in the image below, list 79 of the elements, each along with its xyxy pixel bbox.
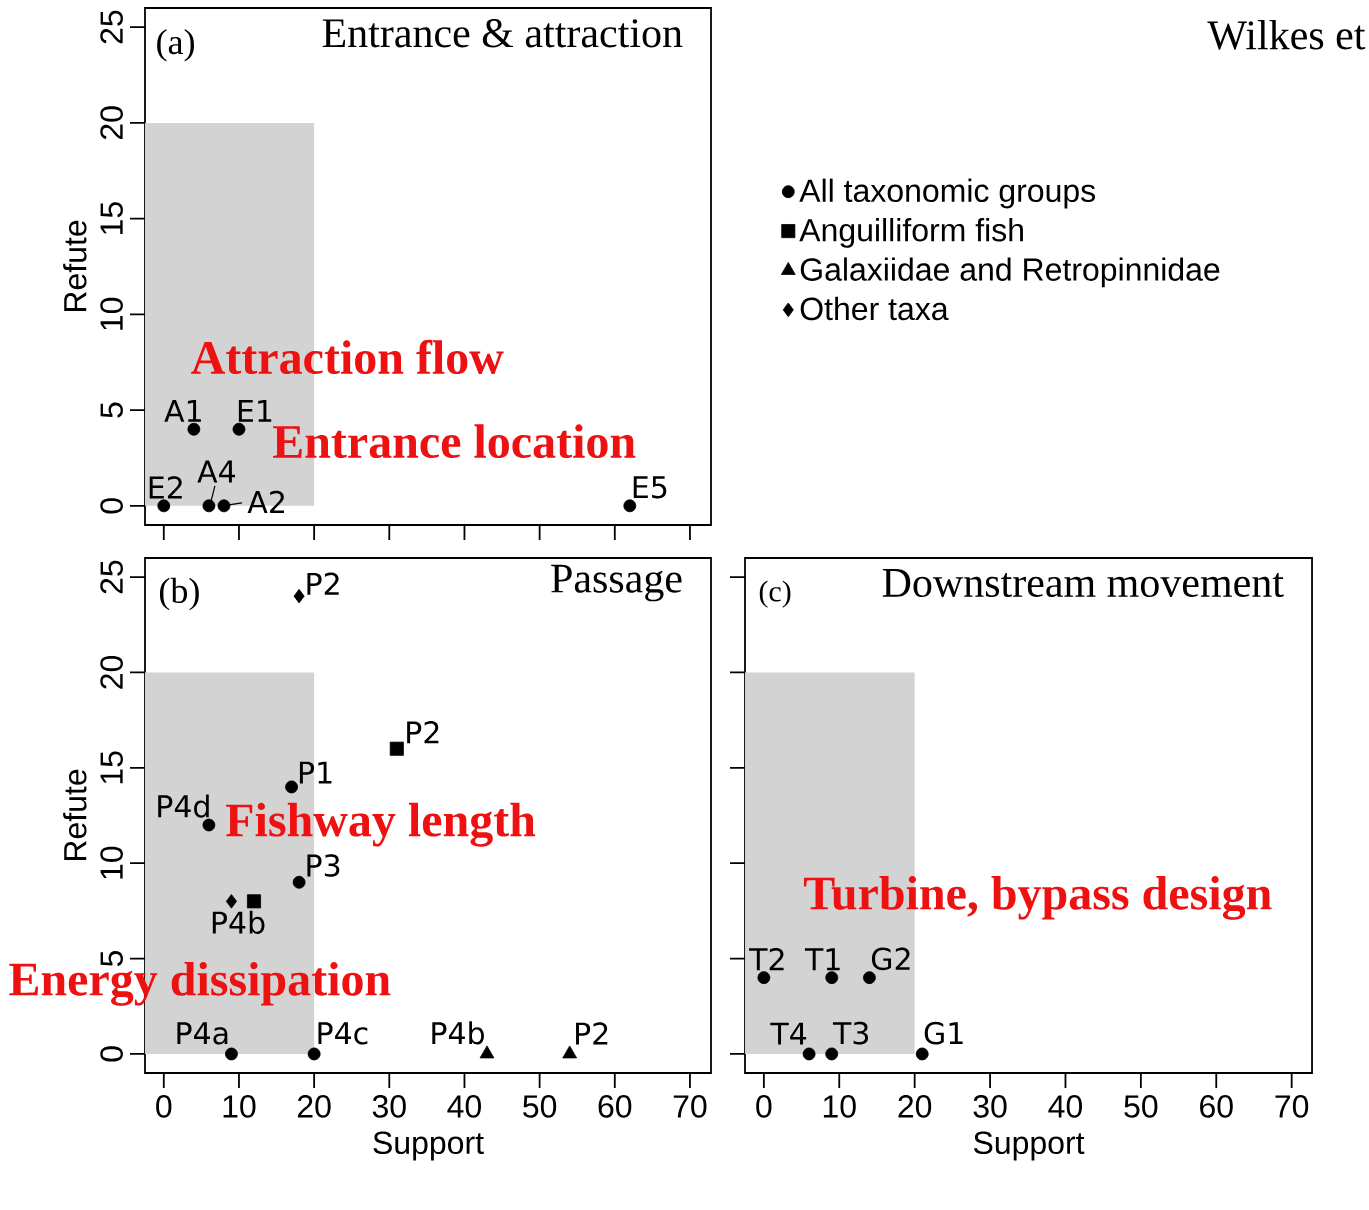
x-tick-label: 30: [973, 1095, 1007, 1118]
annotation: P4a: [177, 1022, 228, 1045]
annotation: (b): [159, 577, 199, 611]
x-tick-label: 10: [223, 1095, 256, 1118]
annotation: P4b: [212, 910, 265, 934]
point: [292, 875, 306, 889]
y-tick-label: 25: [100, 560, 123, 594]
annotation: P4c: [318, 1022, 368, 1045]
annotation: P2: [307, 572, 339, 595]
point: [247, 894, 261, 909]
chart-title: Passage: [551, 564, 682, 602]
annotation: P4d: [158, 794, 209, 818]
x-tick-label: 0: [156, 1095, 172, 1118]
annotation: T1: [804, 948, 840, 971]
annotation: A2: [247, 490, 284, 513]
annotation: E2: [149, 476, 182, 499]
annotation: P2: [576, 1022, 608, 1045]
x-tick-label: 50: [1124, 1095, 1158, 1118]
chart-title: Downstream movement: [882, 569, 1284, 598]
x-tick-label: 10: [823, 1095, 856, 1118]
point: [293, 588, 305, 604]
point: [202, 818, 216, 832]
x-axis-title: Support: [973, 1131, 1085, 1161]
y-axis-title: Refute: [63, 220, 87, 311]
y-axis-title: Refute: [63, 769, 87, 861]
y-tick-label: 0: [100, 498, 123, 514]
point: [307, 1047, 321, 1061]
annotation: E1: [238, 399, 272, 422]
point: [225, 1047, 238, 1061]
annotation: Turbine, bypass design: [804, 875, 1272, 920]
annotation: (c): [759, 580, 791, 608]
annotation: P3: [307, 854, 340, 877]
annotation: T3: [832, 1021, 869, 1045]
annotation: (a): [157, 28, 194, 62]
x-axis-title: Support: [373, 1131, 484, 1161]
annotation: P1: [299, 761, 332, 784]
annotation: E5: [633, 476, 667, 499]
x-tick-label: 70: [1275, 1095, 1309, 1118]
legend-label: Other taxa: [800, 296, 949, 321]
x-tick-label: 60: [598, 1095, 632, 1118]
legend-label: Galaxiidae and Retropinnidae: [800, 257, 1220, 288]
legend-label: Anguilliform fish: [799, 218, 1023, 248]
annotation: T2: [749, 947, 784, 971]
point: [389, 741, 404, 756]
annotation: Entrance location: [273, 424, 636, 459]
y-tick-label: 5: [100, 402, 123, 418]
y-tick-label: 20: [100, 106, 123, 140]
annotation: G1: [924, 1021, 963, 1045]
x-tick-label: 40: [1048, 1095, 1082, 1118]
chart-title: Entrance & attraction: [322, 19, 683, 48]
y-tick-label: 0: [100, 1046, 123, 1062]
y-tick-label: 25: [100, 10, 123, 44]
x-tick-label: 20: [297, 1095, 331, 1118]
point: [479, 1045, 495, 1059]
point: [285, 780, 298, 794]
y-tick-label: 10: [100, 846, 123, 879]
y-tick-label: 15: [100, 202, 123, 234]
x-tick-label: 60: [1200, 1095, 1233, 1118]
point: [225, 894, 237, 909]
annotation: P4b: [432, 1021, 484, 1045]
x-tick-label: 30: [372, 1095, 406, 1118]
annotation: A1: [164, 399, 201, 422]
annotation: Fishway length: [226, 802, 536, 847]
x-tick-label: 0: [756, 1095, 772, 1118]
x-tick-label: 40: [447, 1095, 481, 1118]
x-tick-label: 70: [673, 1095, 707, 1118]
y-tick-label: 15: [100, 751, 123, 784]
y-tick-label: 10: [100, 297, 123, 330]
y-tick-label: 20: [100, 655, 123, 689]
annotation: G2: [871, 947, 910, 971]
annotation: P2: [407, 721, 439, 744]
annotation: T4: [770, 1022, 807, 1045]
text: Wilkes et: [1207, 19, 1366, 50]
point: [562, 1045, 578, 1059]
annotation: A4: [197, 460, 236, 483]
legend-label: All taxonomic groups: [799, 178, 1096, 209]
x-tick-label: 20: [898, 1095, 932, 1118]
annotation: Attraction flow: [191, 339, 504, 375]
x-tick-label: 50: [523, 1095, 557, 1118]
